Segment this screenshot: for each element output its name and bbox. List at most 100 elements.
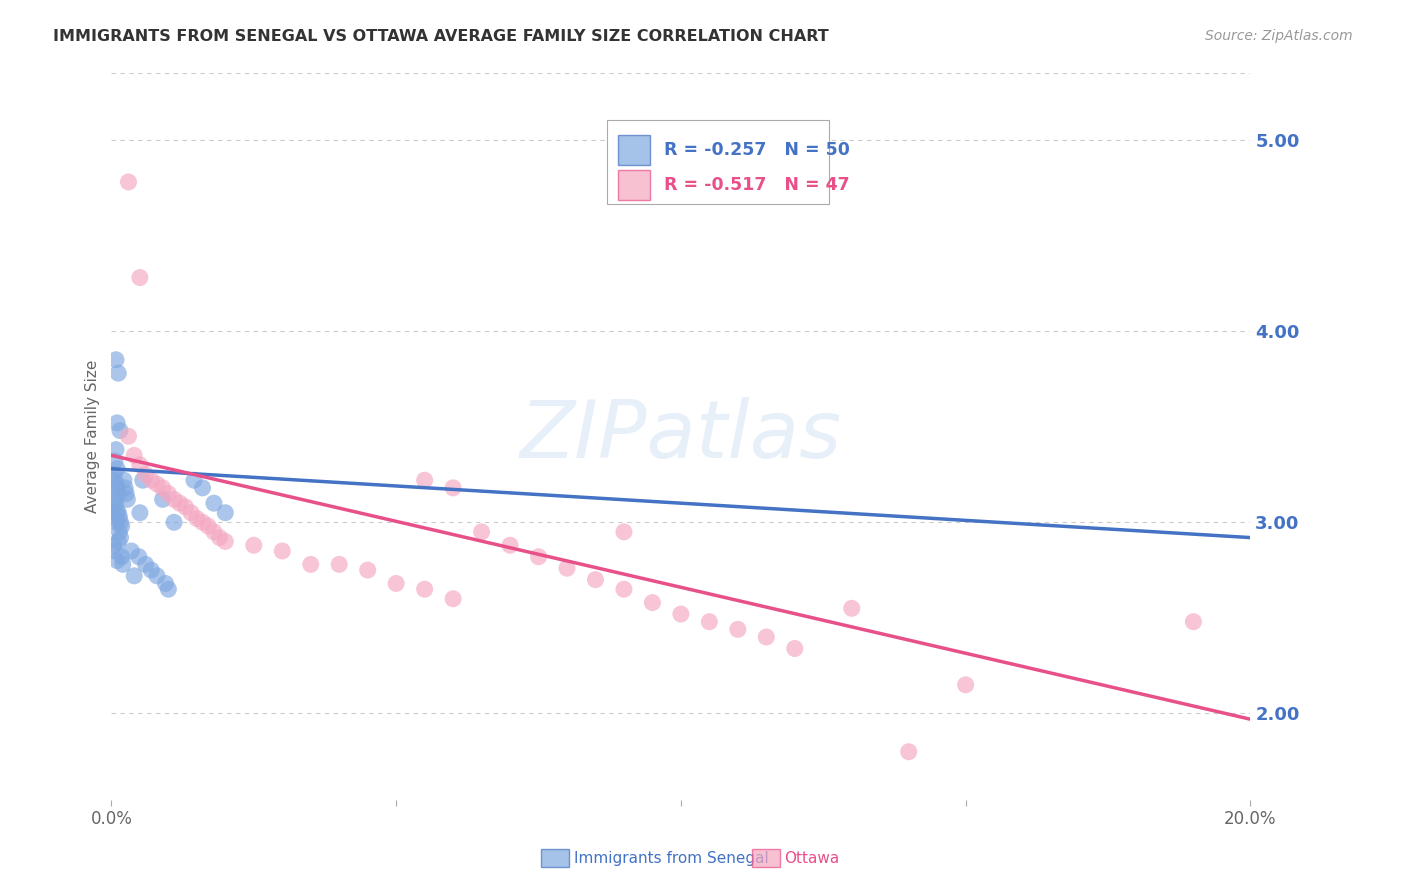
Point bbox=[111, 549, 134, 564]
Point bbox=[441, 591, 464, 606]
Point bbox=[152, 492, 174, 507]
Point bbox=[104, 442, 127, 457]
Point bbox=[152, 481, 174, 495]
Point bbox=[471, 524, 494, 539]
Point bbox=[128, 506, 150, 520]
Point bbox=[105, 481, 128, 495]
Point bbox=[104, 477, 127, 491]
FancyBboxPatch shape bbox=[607, 120, 830, 203]
Point bbox=[146, 569, 169, 583]
Text: R = -0.257   N = 50: R = -0.257 N = 50 bbox=[664, 141, 849, 159]
Point bbox=[104, 492, 127, 507]
Point bbox=[108, 524, 131, 539]
Point bbox=[111, 558, 134, 572]
Point bbox=[141, 563, 163, 577]
Point bbox=[117, 429, 139, 443]
Point bbox=[110, 516, 132, 530]
Point bbox=[783, 641, 806, 656]
Point bbox=[499, 538, 522, 552]
Point bbox=[107, 534, 129, 549]
Point bbox=[163, 492, 186, 507]
Point bbox=[157, 486, 180, 500]
Point bbox=[208, 531, 231, 545]
Point bbox=[132, 473, 155, 487]
Point bbox=[103, 538, 125, 552]
Point bbox=[214, 506, 236, 520]
Point bbox=[183, 473, 205, 487]
Point bbox=[202, 496, 225, 510]
Point bbox=[104, 516, 127, 530]
Point bbox=[669, 607, 692, 621]
Point bbox=[555, 561, 578, 575]
Point bbox=[191, 516, 214, 530]
Point bbox=[104, 511, 127, 525]
Point bbox=[955, 678, 977, 692]
Point bbox=[112, 473, 135, 487]
Point bbox=[186, 511, 208, 525]
Point bbox=[727, 623, 749, 637]
Point bbox=[128, 549, 150, 564]
Point bbox=[108, 424, 131, 438]
Point bbox=[242, 538, 264, 552]
Text: IMMIGRANTS FROM SENEGAL VS OTTAWA AVERAGE FAMILY SIZE CORRELATION CHART: IMMIGRANTS FROM SENEGAL VS OTTAWA AVERAG… bbox=[53, 29, 830, 44]
Point bbox=[385, 576, 408, 591]
Point bbox=[755, 630, 778, 644]
Text: ZIPatlas: ZIPatlas bbox=[520, 397, 842, 475]
Point bbox=[141, 473, 163, 487]
Bar bbox=[619, 135, 650, 165]
Point bbox=[699, 615, 721, 629]
Point bbox=[174, 500, 197, 514]
Point bbox=[299, 558, 322, 572]
Point bbox=[117, 175, 139, 189]
Point bbox=[122, 569, 145, 583]
Point bbox=[103, 467, 125, 482]
Point bbox=[613, 524, 636, 539]
Point bbox=[191, 481, 214, 495]
Point bbox=[115, 486, 138, 500]
Point bbox=[104, 352, 127, 367]
Point bbox=[357, 563, 380, 577]
Point bbox=[897, 745, 920, 759]
Point bbox=[107, 486, 129, 500]
Point bbox=[104, 454, 127, 468]
Point bbox=[613, 582, 636, 597]
Point bbox=[413, 582, 436, 597]
Point bbox=[527, 549, 550, 564]
Point bbox=[117, 492, 139, 507]
Point bbox=[163, 516, 186, 530]
Point bbox=[271, 544, 294, 558]
Point bbox=[157, 582, 180, 597]
Point bbox=[111, 519, 134, 533]
Text: Ottawa: Ottawa bbox=[785, 852, 839, 866]
Point bbox=[641, 596, 664, 610]
Point bbox=[135, 467, 157, 482]
Point bbox=[413, 473, 436, 487]
Point bbox=[135, 558, 157, 572]
Point bbox=[110, 531, 132, 545]
Point bbox=[108, 509, 131, 524]
Y-axis label: Average Family Size: Average Family Size bbox=[86, 359, 100, 513]
Point bbox=[202, 524, 225, 539]
Text: Immigrants from Senegal: Immigrants from Senegal bbox=[574, 852, 769, 866]
Point bbox=[104, 496, 127, 510]
Text: Source: ZipAtlas.com: Source: ZipAtlas.com bbox=[1205, 29, 1353, 43]
Point bbox=[104, 473, 127, 487]
Point bbox=[104, 544, 127, 558]
Point bbox=[107, 506, 129, 520]
Point bbox=[1182, 615, 1205, 629]
Point bbox=[105, 462, 128, 476]
Point bbox=[107, 366, 129, 380]
Point bbox=[441, 481, 464, 495]
Point bbox=[105, 504, 128, 518]
Point bbox=[114, 481, 136, 495]
Point bbox=[128, 458, 150, 472]
Point bbox=[146, 477, 169, 491]
Point bbox=[105, 416, 128, 430]
Point bbox=[155, 576, 177, 591]
Point bbox=[197, 519, 219, 533]
Point bbox=[103, 500, 125, 514]
Point bbox=[180, 506, 202, 520]
Point bbox=[214, 534, 236, 549]
Point bbox=[128, 270, 150, 285]
Point bbox=[122, 449, 145, 463]
